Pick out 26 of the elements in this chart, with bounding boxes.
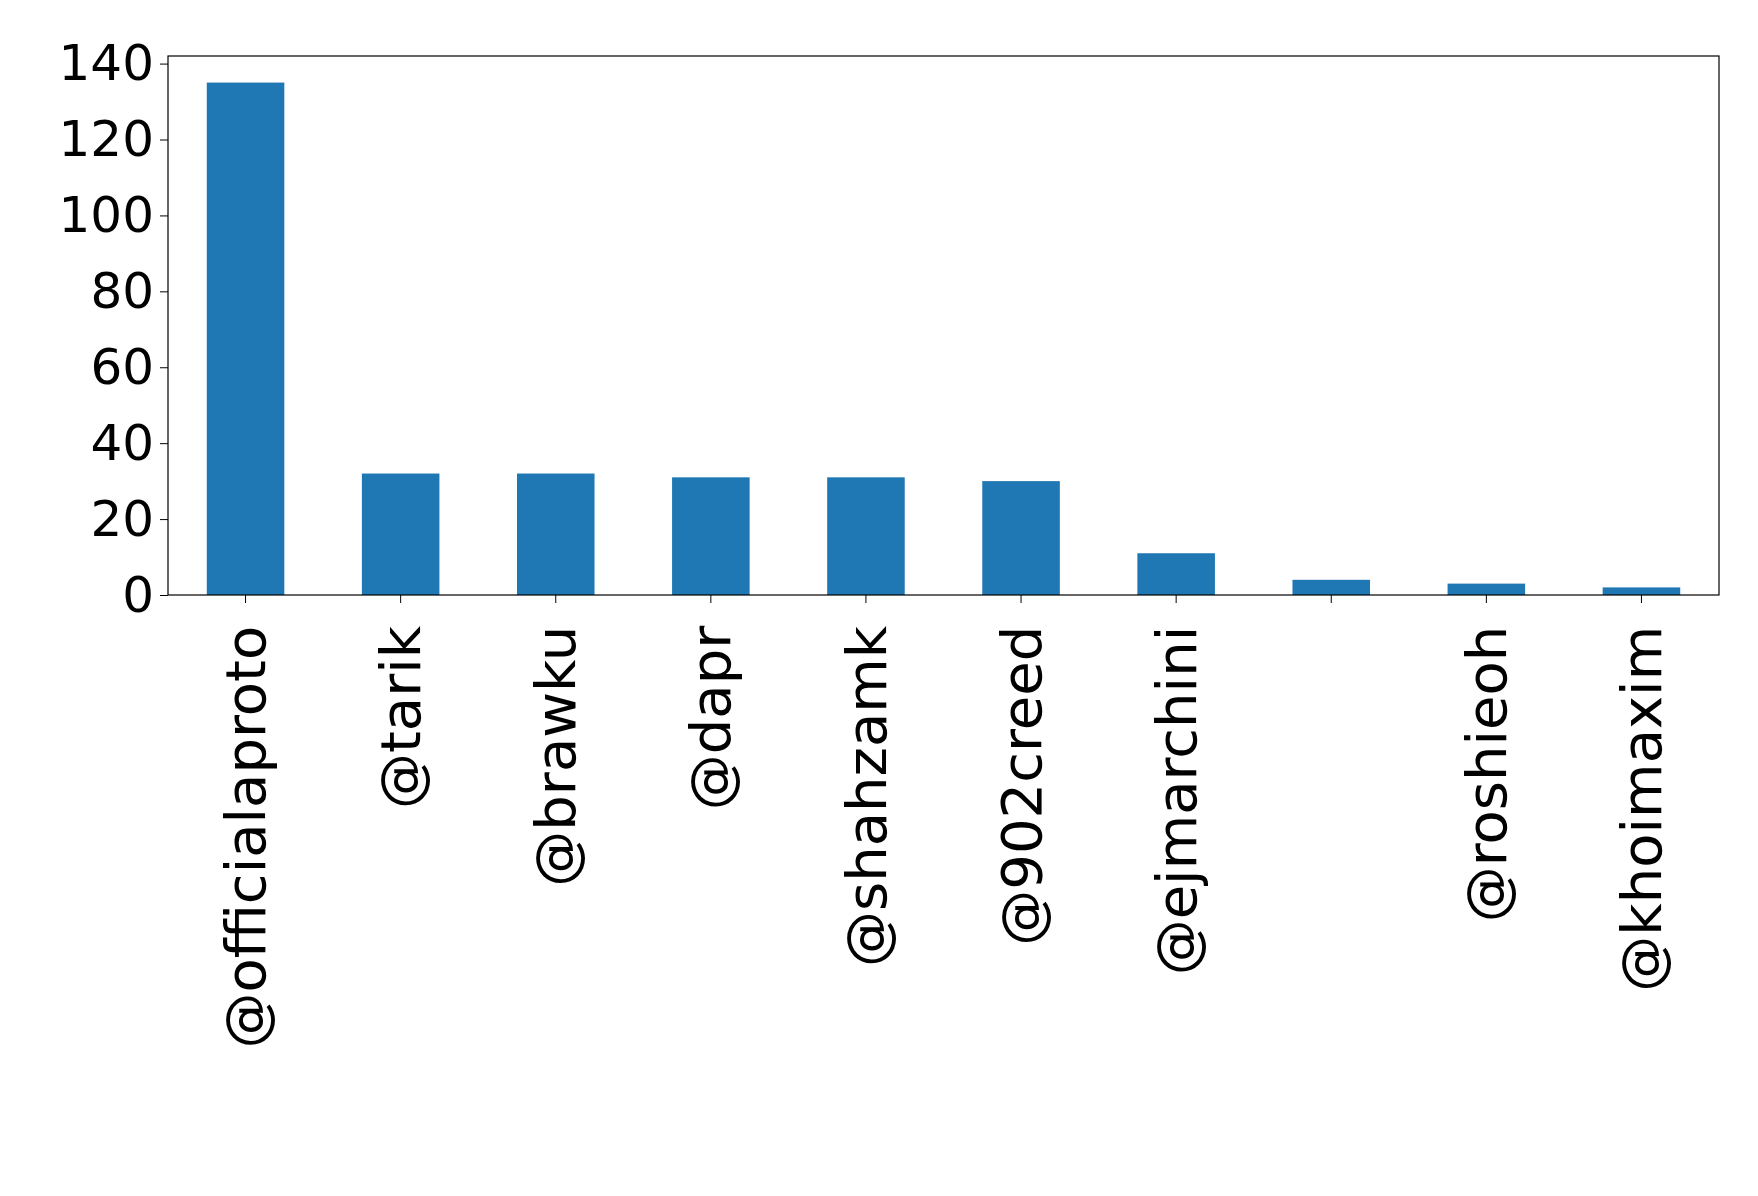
x-tick-label: @khoimaxim — [1609, 625, 1675, 992]
bar — [1292, 579, 1371, 595]
bar — [827, 477, 905, 595]
x-tick-label: @ejmarchini — [1143, 625, 1209, 976]
x-tick-label: @shahzamk — [833, 625, 899, 967]
bar — [361, 473, 440, 595]
y-tick-label: 100 — [58, 185, 154, 244]
bar — [672, 477, 750, 595]
bar — [206, 82, 285, 595]
y-tick-label: 80 — [90, 261, 154, 320]
x-tick-label: @officialaproto — [213, 625, 279, 1049]
bar — [516, 473, 595, 595]
bar — [1137, 553, 1215, 595]
y-tick-label: 120 — [58, 110, 154, 169]
x-tick-label: @brawku — [523, 625, 589, 887]
y-tick-label: 40 — [90, 413, 154, 472]
bar — [982, 481, 1060, 595]
x-tick-label: @dapr — [678, 624, 744, 811]
x-tick-label: @902creed — [988, 625, 1054, 946]
y-tick-label: 0 — [122, 565, 154, 624]
y-tick-label: 140 — [58, 34, 154, 93]
x-tick-label: @tarik — [368, 625, 434, 810]
x-tick-label: @roshieoh — [1453, 625, 1519, 923]
bar — [1602, 587, 1681, 595]
y-tick-label: 60 — [90, 337, 154, 396]
y-tick-label: 20 — [90, 489, 154, 548]
